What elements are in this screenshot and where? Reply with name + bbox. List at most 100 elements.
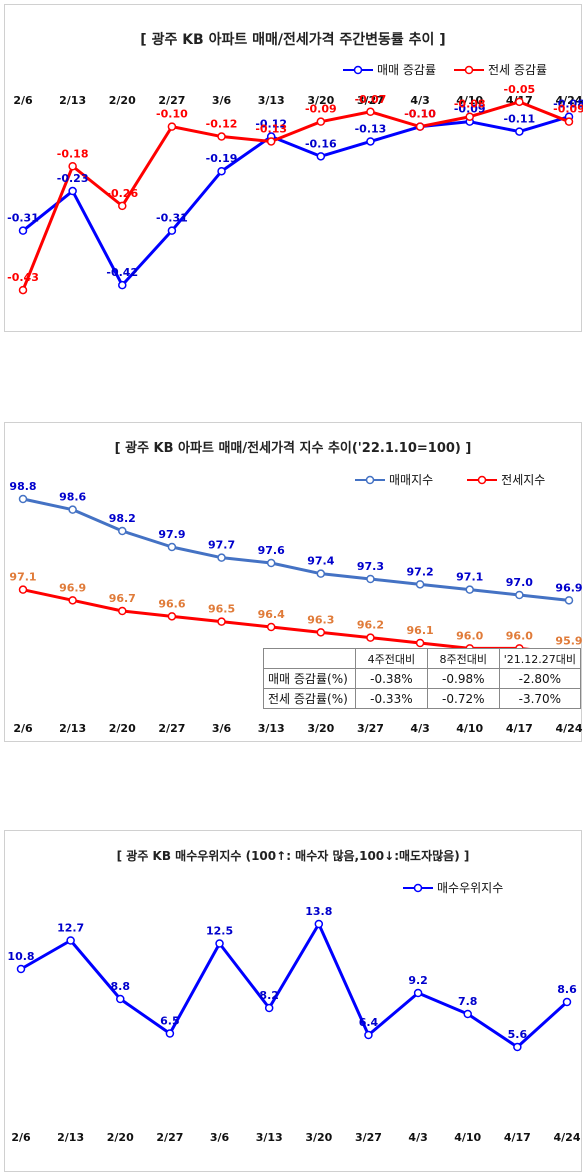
x-tick-label: 4/24 — [556, 94, 583, 107]
chart-2-title: [ 광주 KB 아파트 매매/전세가격 지수 추이('22.1.10=100) … — [114, 441, 472, 456]
data-point — [217, 553, 226, 562]
data-label: -0.11 — [504, 113, 536, 126]
data-point — [167, 542, 177, 552]
x-tick-label: 2/6 — [13, 722, 33, 735]
data-label: -0.08 — [553, 98, 583, 111]
data-point — [116, 994, 125, 1004]
x-tick-label: 3/27 — [355, 1131, 382, 1144]
data-point — [415, 580, 425, 589]
data-label: 7.8 — [458, 995, 478, 1008]
x-tick-label: 2/27 — [156, 1131, 183, 1144]
x-tick-label: 2/27 — [158, 722, 185, 735]
data-point — [167, 122, 177, 131]
legend-1-label-1: 전세 증감률 — [488, 63, 548, 77]
data-label: -0.26 — [106, 187, 138, 200]
data-point — [18, 494, 28, 504]
chart-3-legend: 매수우위지수 — [403, 879, 503, 896]
data-point — [217, 617, 226, 626]
data-point — [266, 137, 276, 146]
legend-3-label-0: 매수우위지수 — [437, 881, 504, 895]
data-point — [167, 612, 177, 621]
table-cell: -2.80% — [498, 668, 582, 689]
series-line-0 — [22, 115, 570, 287]
data-label: 12.5 — [206, 925, 233, 938]
data-point — [118, 606, 127, 616]
data-label: -0.19 — [206, 152, 238, 165]
data-label: 12.7 — [57, 922, 84, 935]
data-point — [165, 1029, 175, 1038]
data-point — [366, 574, 375, 584]
data-label: -0.23 — [57, 172, 89, 185]
x-tick-label: 4/3 — [410, 94, 429, 107]
x-tick-label: 3/6 — [210, 1131, 230, 1144]
data-label: -0.09 — [454, 103, 486, 116]
data-point — [366, 137, 375, 146]
data-point — [564, 117, 574, 126]
x-tick-label: 4/17 — [504, 1131, 531, 1144]
table-cell: -0.33% — [354, 688, 428, 709]
series-line-0 — [22, 497, 570, 602]
data-label: 98.2 — [109, 512, 136, 525]
data-label: 6.5 — [160, 1015, 180, 1028]
table-header-cell — [263, 648, 356, 669]
data-label: 96.5 — [208, 603, 235, 616]
x-tick-label: 3/13 — [258, 722, 285, 735]
data-label: 96.2 — [357, 619, 384, 632]
data-label: 97.1 — [456, 571, 483, 584]
table-cell: -3.70% — [498, 688, 582, 709]
legend-1-label-0: 매매 증감률 — [377, 63, 437, 77]
x-tick-label: 4/24 — [556, 722, 583, 735]
x-tick-label: 4/10 — [456, 722, 483, 735]
table-cell: -0.98% — [426, 668, 500, 689]
data-label: 13.8 — [305, 905, 332, 918]
table-row: 전세 증감률(%) -0.33% -0.72% -3.70% — [263, 688, 582, 709]
data-label: 96.0 — [456, 629, 483, 642]
legend-3-swatch-0 — [403, 883, 433, 892]
data-label: 96.0 — [506, 629, 533, 642]
data-point — [217, 132, 226, 141]
chart-3-plot: 2/6 2/13 2/20 2/27 3/6 3/13 3/20 3/27 4/3 4/10 4/1… — [7, 905, 581, 1144]
x-tick-label: 3/6 — [212, 94, 232, 107]
data-label: -0.16 — [305, 137, 337, 150]
data-point — [264, 1003, 274, 1013]
data-label: 8.8 — [111, 980, 131, 993]
x-tick-label: 4/24 — [554, 1131, 581, 1144]
data-point — [366, 107, 375, 117]
x-tick-label: 2/20 — [107, 1131, 134, 1144]
data-point — [316, 152, 326, 161]
data-label: -0.10 — [404, 108, 436, 121]
data-label: 97.2 — [407, 565, 434, 578]
data-point — [118, 201, 127, 211]
x-tick-label: 4/10 — [454, 1131, 481, 1144]
data-point — [465, 112, 474, 121]
data-point — [364, 1030, 373, 1040]
x-tick-label: 3/13 — [256, 1131, 283, 1144]
data-label: 96.7 — [109, 592, 136, 605]
data-point — [415, 638, 425, 648]
data-label: 10.8 — [7, 950, 34, 963]
data-label: 97.3 — [357, 560, 384, 573]
table-row: 매매 증감률(%) -0.38% -0.98% -2.80% — [263, 668, 582, 689]
data-label: 96.9 — [555, 581, 582, 594]
data-label: 8.2 — [259, 989, 279, 1002]
data-point — [465, 585, 474, 594]
data-point — [463, 1009, 472, 1019]
chart-panel-2: [ 광주 KB 아파트 매매/전세가격 지수 추이('22.1.10=100) … — [4, 422, 583, 742]
x-tick-label: 3/13 — [258, 94, 285, 107]
legend-2-label-1: 전세지수 — [501, 473, 546, 487]
data-label: -0.09 — [553, 103, 583, 116]
chart-3-title: [ 광주 KB 매수우위지수 (100↑: 매수자 많음,100↓:매도자많음)… — [116, 849, 470, 863]
chart-1-plot: 2/62/132/202/273/63/133/203/274/34/104/1… — [7, 83, 583, 295]
data-label: 96.4 — [258, 608, 285, 621]
data-point — [564, 596, 574, 605]
series-line-0 — [20, 922, 569, 1049]
data-label: 96.1 — [407, 624, 434, 637]
legend-1-swatch-0 — [343, 65, 373, 74]
data-point — [118, 526, 127, 536]
x-tick-label: 4/3 — [410, 722, 429, 735]
data-label: -0.09 — [305, 103, 337, 116]
data-point — [266, 622, 276, 632]
data-label: -0.43 — [7, 271, 39, 284]
series-line-1 — [21, 100, 570, 291]
data-label: -0.31 — [156, 212, 188, 225]
